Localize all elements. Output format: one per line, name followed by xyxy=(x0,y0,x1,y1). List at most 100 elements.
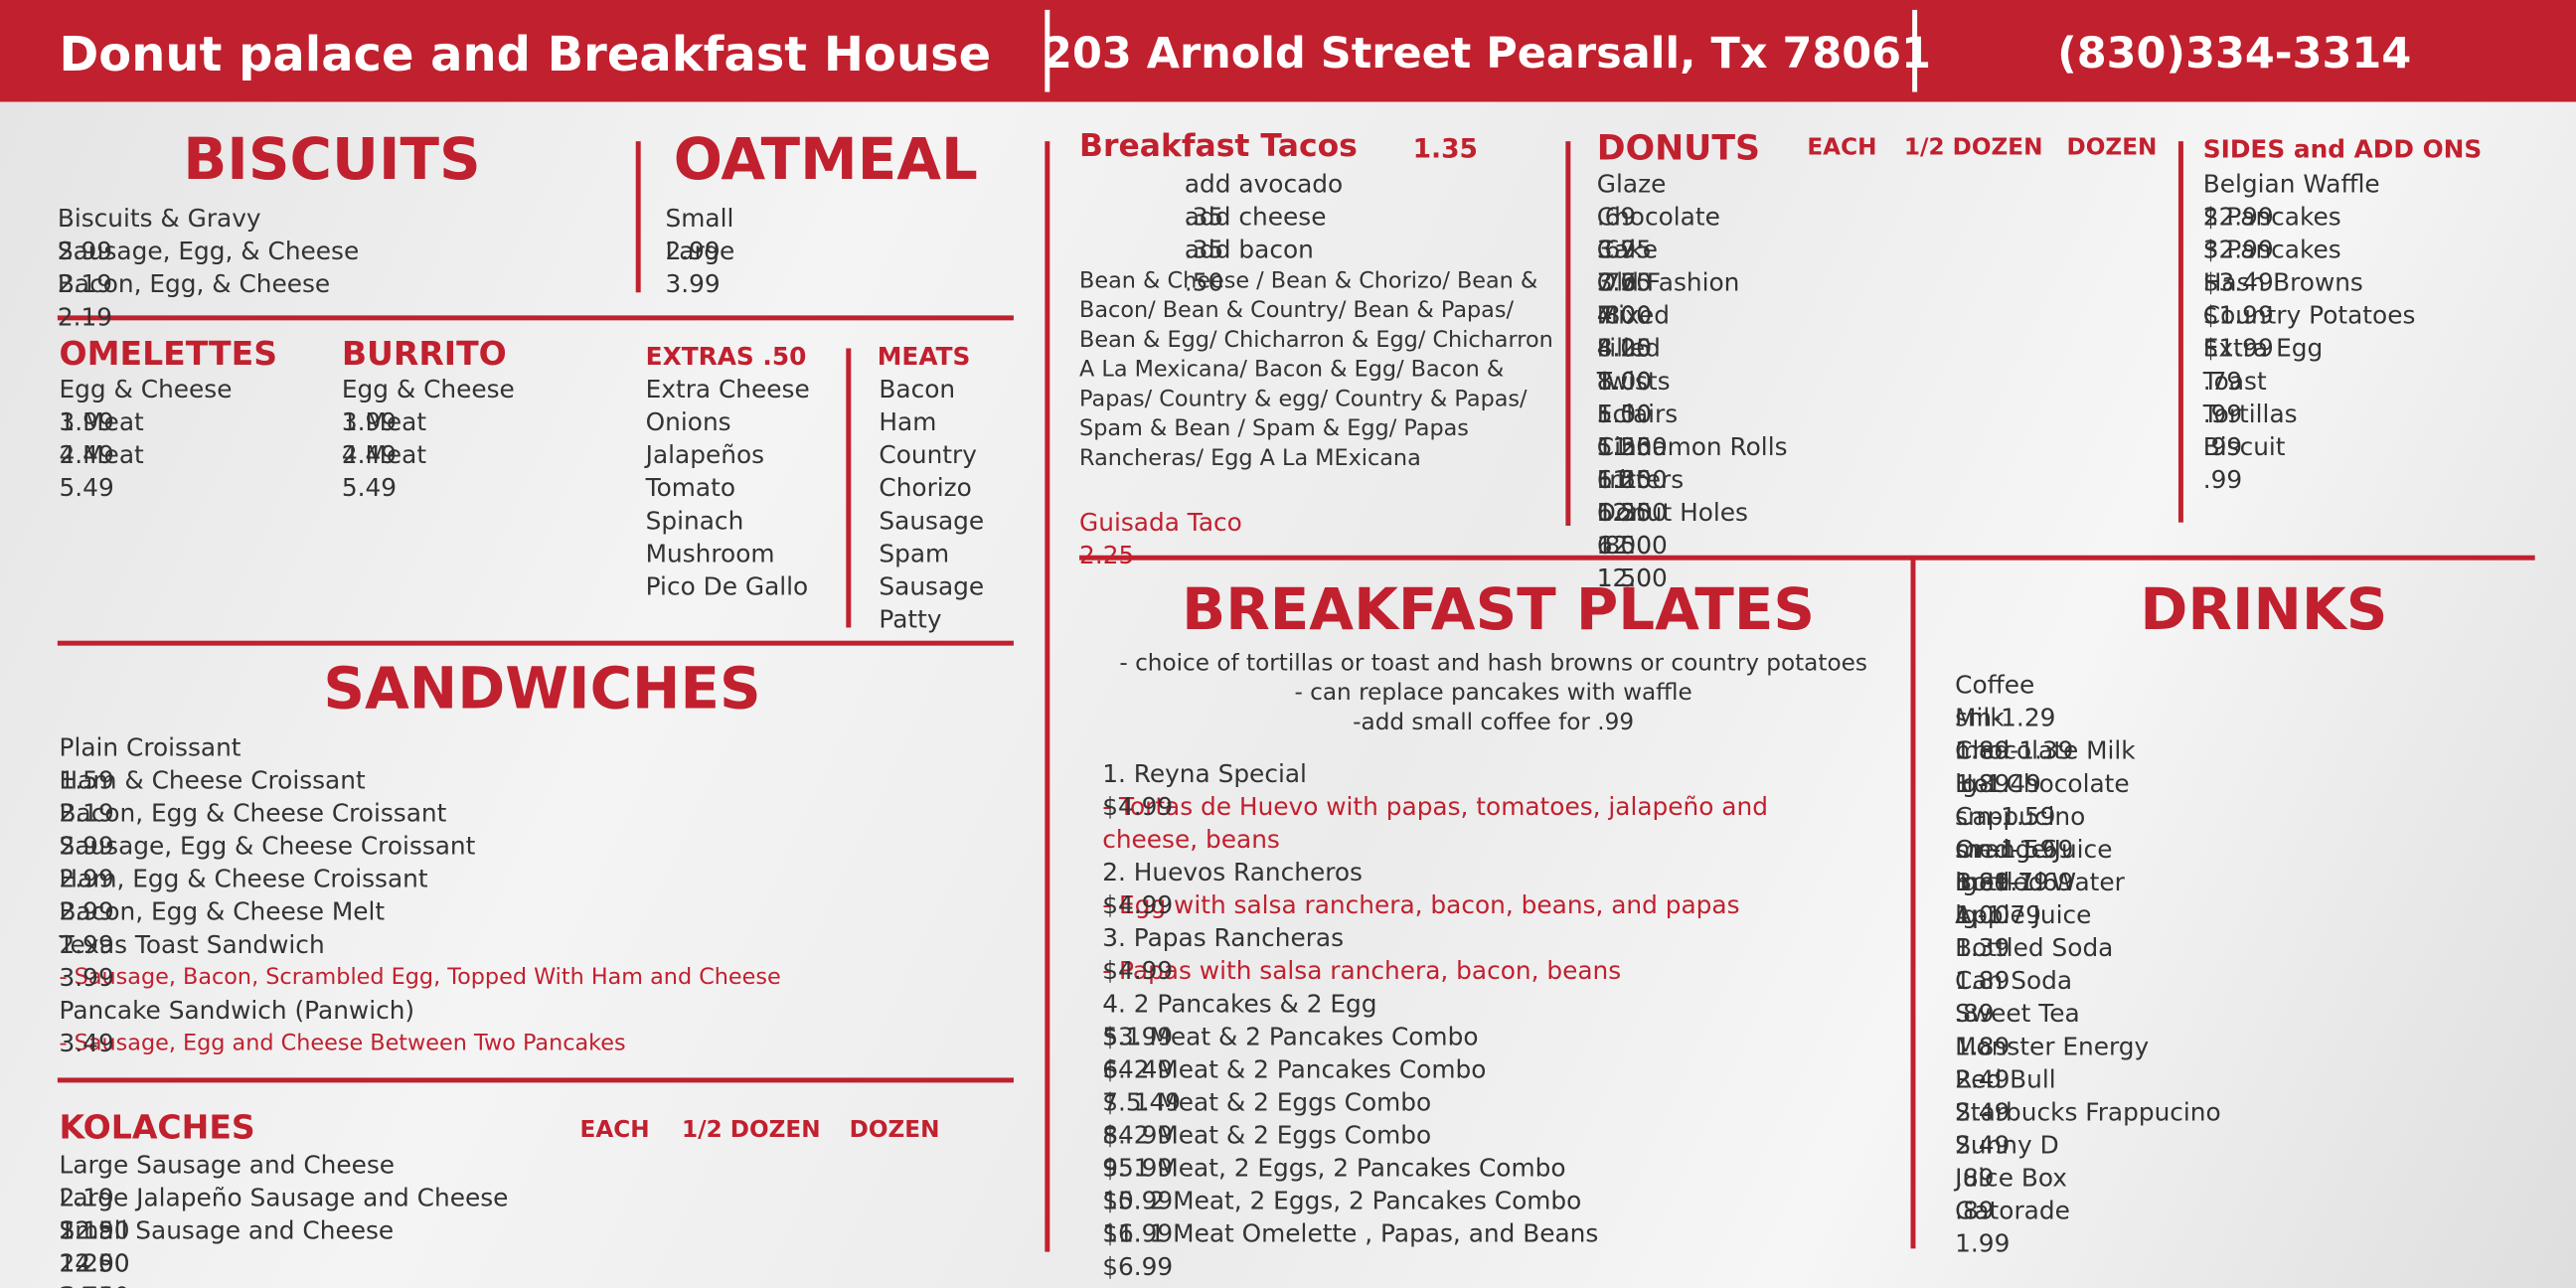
menu-row: Donut Holes .80 1.50 xyxy=(1596,496,2140,593)
menu-row: 5.1 Meat & 2 Pancakes Combo $4.49 xyxy=(1102,1021,1857,1084)
menu-row: Bacon, Egg & Cheese Croissant 2.99 xyxy=(60,797,980,861)
price: 6.50 xyxy=(1596,530,1652,561)
price: $5.99 xyxy=(1102,1186,1174,1216)
item-note: - Egg with salsa ranchera, bacon, beans,… xyxy=(1102,889,1740,920)
menu-item: Spam xyxy=(879,539,950,568)
price: 1.25 xyxy=(1596,497,1652,528)
section-title: Breakfast Tacos xyxy=(1079,127,1358,165)
item-name: Large xyxy=(665,237,735,266)
menu-row: 1. Reyna Special $4.99 xyxy=(1102,757,1857,822)
item-name: Juice Box xyxy=(1955,1163,2067,1194)
item-name: 3 Pancakes xyxy=(2202,235,2341,265)
menu-row: 9. 1 Meat, 2 Eggs, 2 Pancakes Combo $5.99 xyxy=(1102,1152,1857,1215)
menu-row: Fritters 1.25 6.50 12.00 xyxy=(1597,463,2140,593)
header-divider xyxy=(1912,9,1918,92)
price: 6.75 xyxy=(60,1280,980,1288)
menu-row: Milk 1.89 xyxy=(1955,702,2513,766)
price: $5.99 xyxy=(1102,1153,1174,1184)
item-name: Belgian Waffle xyxy=(2202,169,2380,200)
price: 1.25 xyxy=(1596,464,1652,495)
price: 3.99 xyxy=(59,962,114,993)
item-name: Large Sausage and Cheese xyxy=(59,1150,396,1180)
price: 12.50 xyxy=(59,1248,130,1279)
item-name: Sunny D xyxy=(1955,1130,2059,1161)
plate-note: - choice of tortillas or toast and hash … xyxy=(1119,650,1867,678)
item-name: Tortillas xyxy=(2202,399,2298,429)
item-name: Sweet Tea xyxy=(1955,999,2080,1029)
price: 2.19 xyxy=(59,1183,114,1212)
menu-list: add avocado .35 add cheese .35 add bacon .50 xyxy=(1185,168,1514,297)
menu-row: 7. 1 Meat & 2 Eggs Combo $4.99 xyxy=(1102,1086,1857,1150)
price: 24.00 xyxy=(59,1248,130,1279)
price: 12.00 xyxy=(1596,563,1668,593)
price: .35 xyxy=(1184,202,1224,233)
menu-row: Twists 1.00 5.50 11.00 xyxy=(1597,365,2140,495)
price: .89 xyxy=(1955,1196,1995,1226)
item-name: 3. Papas Rancheras xyxy=(1102,923,1345,953)
item-name: Bottled Water xyxy=(1955,867,2125,897)
price: $4.99 xyxy=(1102,791,1174,822)
price: 5.49 xyxy=(59,473,114,503)
menu-row: add avocado .35 xyxy=(1185,168,1514,232)
item-note: - Sausage, Bacon, Scrambled Egg, Topped … xyxy=(59,964,781,991)
section-title: BURRITO xyxy=(341,333,507,374)
item-name: 9. 1 Meat, 2 Eggs, 2 Pancakes Combo xyxy=(1102,1153,1566,1184)
plate-note: -add small coffee for .99 xyxy=(1353,710,1635,736)
menu-row: Bacon, Egg, & Cheese 2.19 xyxy=(58,267,633,332)
price: 1.39 xyxy=(1955,932,2011,963)
item-name: Texas Toast Sandwich xyxy=(59,929,325,960)
menu-row: Texas Toast Sandwich 3.99 xyxy=(59,928,980,993)
menu-row: Guisada Taco 2.25 xyxy=(1079,506,1507,570)
price: 1.89 xyxy=(1955,965,2011,996)
price: 2.49 xyxy=(1955,1064,2011,1094)
item-name: 11. 1 Meat Omelette , Papas, and Beans xyxy=(1102,1218,1599,1249)
price: 2.19 xyxy=(57,269,113,299)
menu-item: Onions xyxy=(645,406,731,437)
menu-row: Glaze .69 3.75 7.00 xyxy=(1597,168,2140,297)
price: sm-1.29 xyxy=(1955,703,2056,733)
menu-row: Monster Energy 2.49 xyxy=(1955,1030,2513,1094)
menu-row: Starbucks Frappucino 2.49 xyxy=(1955,1096,2513,1160)
item-name: Bacon, Egg & Cheese Melt xyxy=(59,896,386,927)
item-name: 4. 2 Pancakes & 2 Egg xyxy=(1102,989,1377,1019)
price: $4.99 xyxy=(1102,1120,1174,1151)
price: 12.00 xyxy=(1596,530,1668,561)
price: 7.00 xyxy=(1596,300,1652,331)
price: lg-1.49 xyxy=(1955,768,2041,799)
price: .50 xyxy=(1184,267,1224,298)
item-name: Egg & Cheese xyxy=(341,374,515,404)
price: .99 xyxy=(2202,464,2243,495)
header-band xyxy=(0,0,2576,102)
section-title: BREAKFAST PLATES xyxy=(1182,577,1816,644)
item-name: Gatorade xyxy=(1955,1196,2070,1226)
item-name: Donut Holes xyxy=(1596,497,1748,528)
price: 1.89 xyxy=(1955,867,2011,897)
menu-row: Orange Juice 1.89 xyxy=(1955,833,2513,897)
price: sm-1.59 xyxy=(1955,801,2056,832)
item-note: - Tortas de Huevo with papas, tomatoes, … xyxy=(1102,791,1768,855)
section-title: MEATS xyxy=(877,341,971,372)
menu-row: Cappucino sm-1.59 med-1.69 lg-1.79 xyxy=(1955,800,2513,930)
item-name: 2. Huevos Rancheros xyxy=(1102,857,1363,887)
item-name: Sausage, Egg & Cheese Croissant xyxy=(59,831,476,862)
item-name: Can Soda xyxy=(1955,965,2073,996)
price: 1.29 xyxy=(59,1248,114,1279)
menu-row: Filled 1.00 5.50 11.00 xyxy=(1597,332,2140,462)
menu-item: Chorizo xyxy=(879,473,972,503)
menu-row: Large Jalapeño Sausage and Cheese 2.19 12.… xyxy=(60,1182,980,1288)
menu-row: Egg & Cheese 3.99 xyxy=(341,373,621,437)
item-note: - Papas with salsa ranchera, bacon, bean… xyxy=(1102,956,1622,986)
item-name: 7. 1 Meat & 2 Eggs Combo xyxy=(1102,1087,1432,1118)
price: sm-1.59 xyxy=(1955,834,2056,865)
menu-row: add cheese .35 xyxy=(1185,201,1514,264)
menu-list: Plain Croissant 1.59 Ham & Cheese Croissan… xyxy=(60,731,980,1060)
menu-row: Bottled Water 1.00 xyxy=(1955,866,2513,930)
divider xyxy=(1045,141,1050,1252)
price: .35 xyxy=(1184,235,1224,265)
section-title: SIDES and ADD ONS xyxy=(2202,134,2483,165)
divider xyxy=(635,141,641,293)
price: .79 xyxy=(2202,366,2243,397)
menu-row: Ham & Cheese Croissant 2.19 xyxy=(60,764,980,828)
item-name: Chocolate xyxy=(1596,202,1720,233)
item-name: Small xyxy=(665,203,734,234)
